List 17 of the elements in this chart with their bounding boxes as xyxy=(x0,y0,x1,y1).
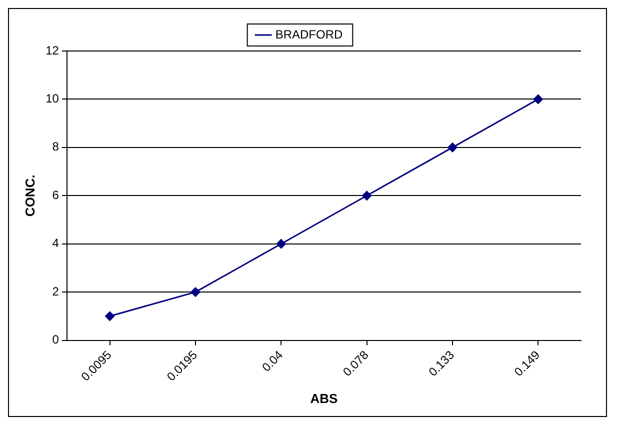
point xyxy=(533,94,543,104)
y-axis-title: CONC. xyxy=(22,174,38,217)
y-tick-label: 6 xyxy=(52,188,60,202)
y-tick-label: 10 xyxy=(46,92,60,106)
point xyxy=(105,311,115,321)
legend-label: BRADFORD xyxy=(275,27,343,42)
y-tick-label: 12 xyxy=(46,43,60,58)
point xyxy=(448,142,458,152)
y-tick-label: 2 xyxy=(52,284,60,298)
y-tick-label: 4 xyxy=(52,236,60,250)
point xyxy=(362,190,372,200)
y-tick-label: 8 xyxy=(52,140,60,154)
x-axis-title: ABS xyxy=(310,390,338,406)
y-tick-label: 0 xyxy=(52,332,60,347)
x-tick-label: 0.04 xyxy=(259,348,286,374)
point xyxy=(276,239,286,249)
point xyxy=(190,287,200,297)
